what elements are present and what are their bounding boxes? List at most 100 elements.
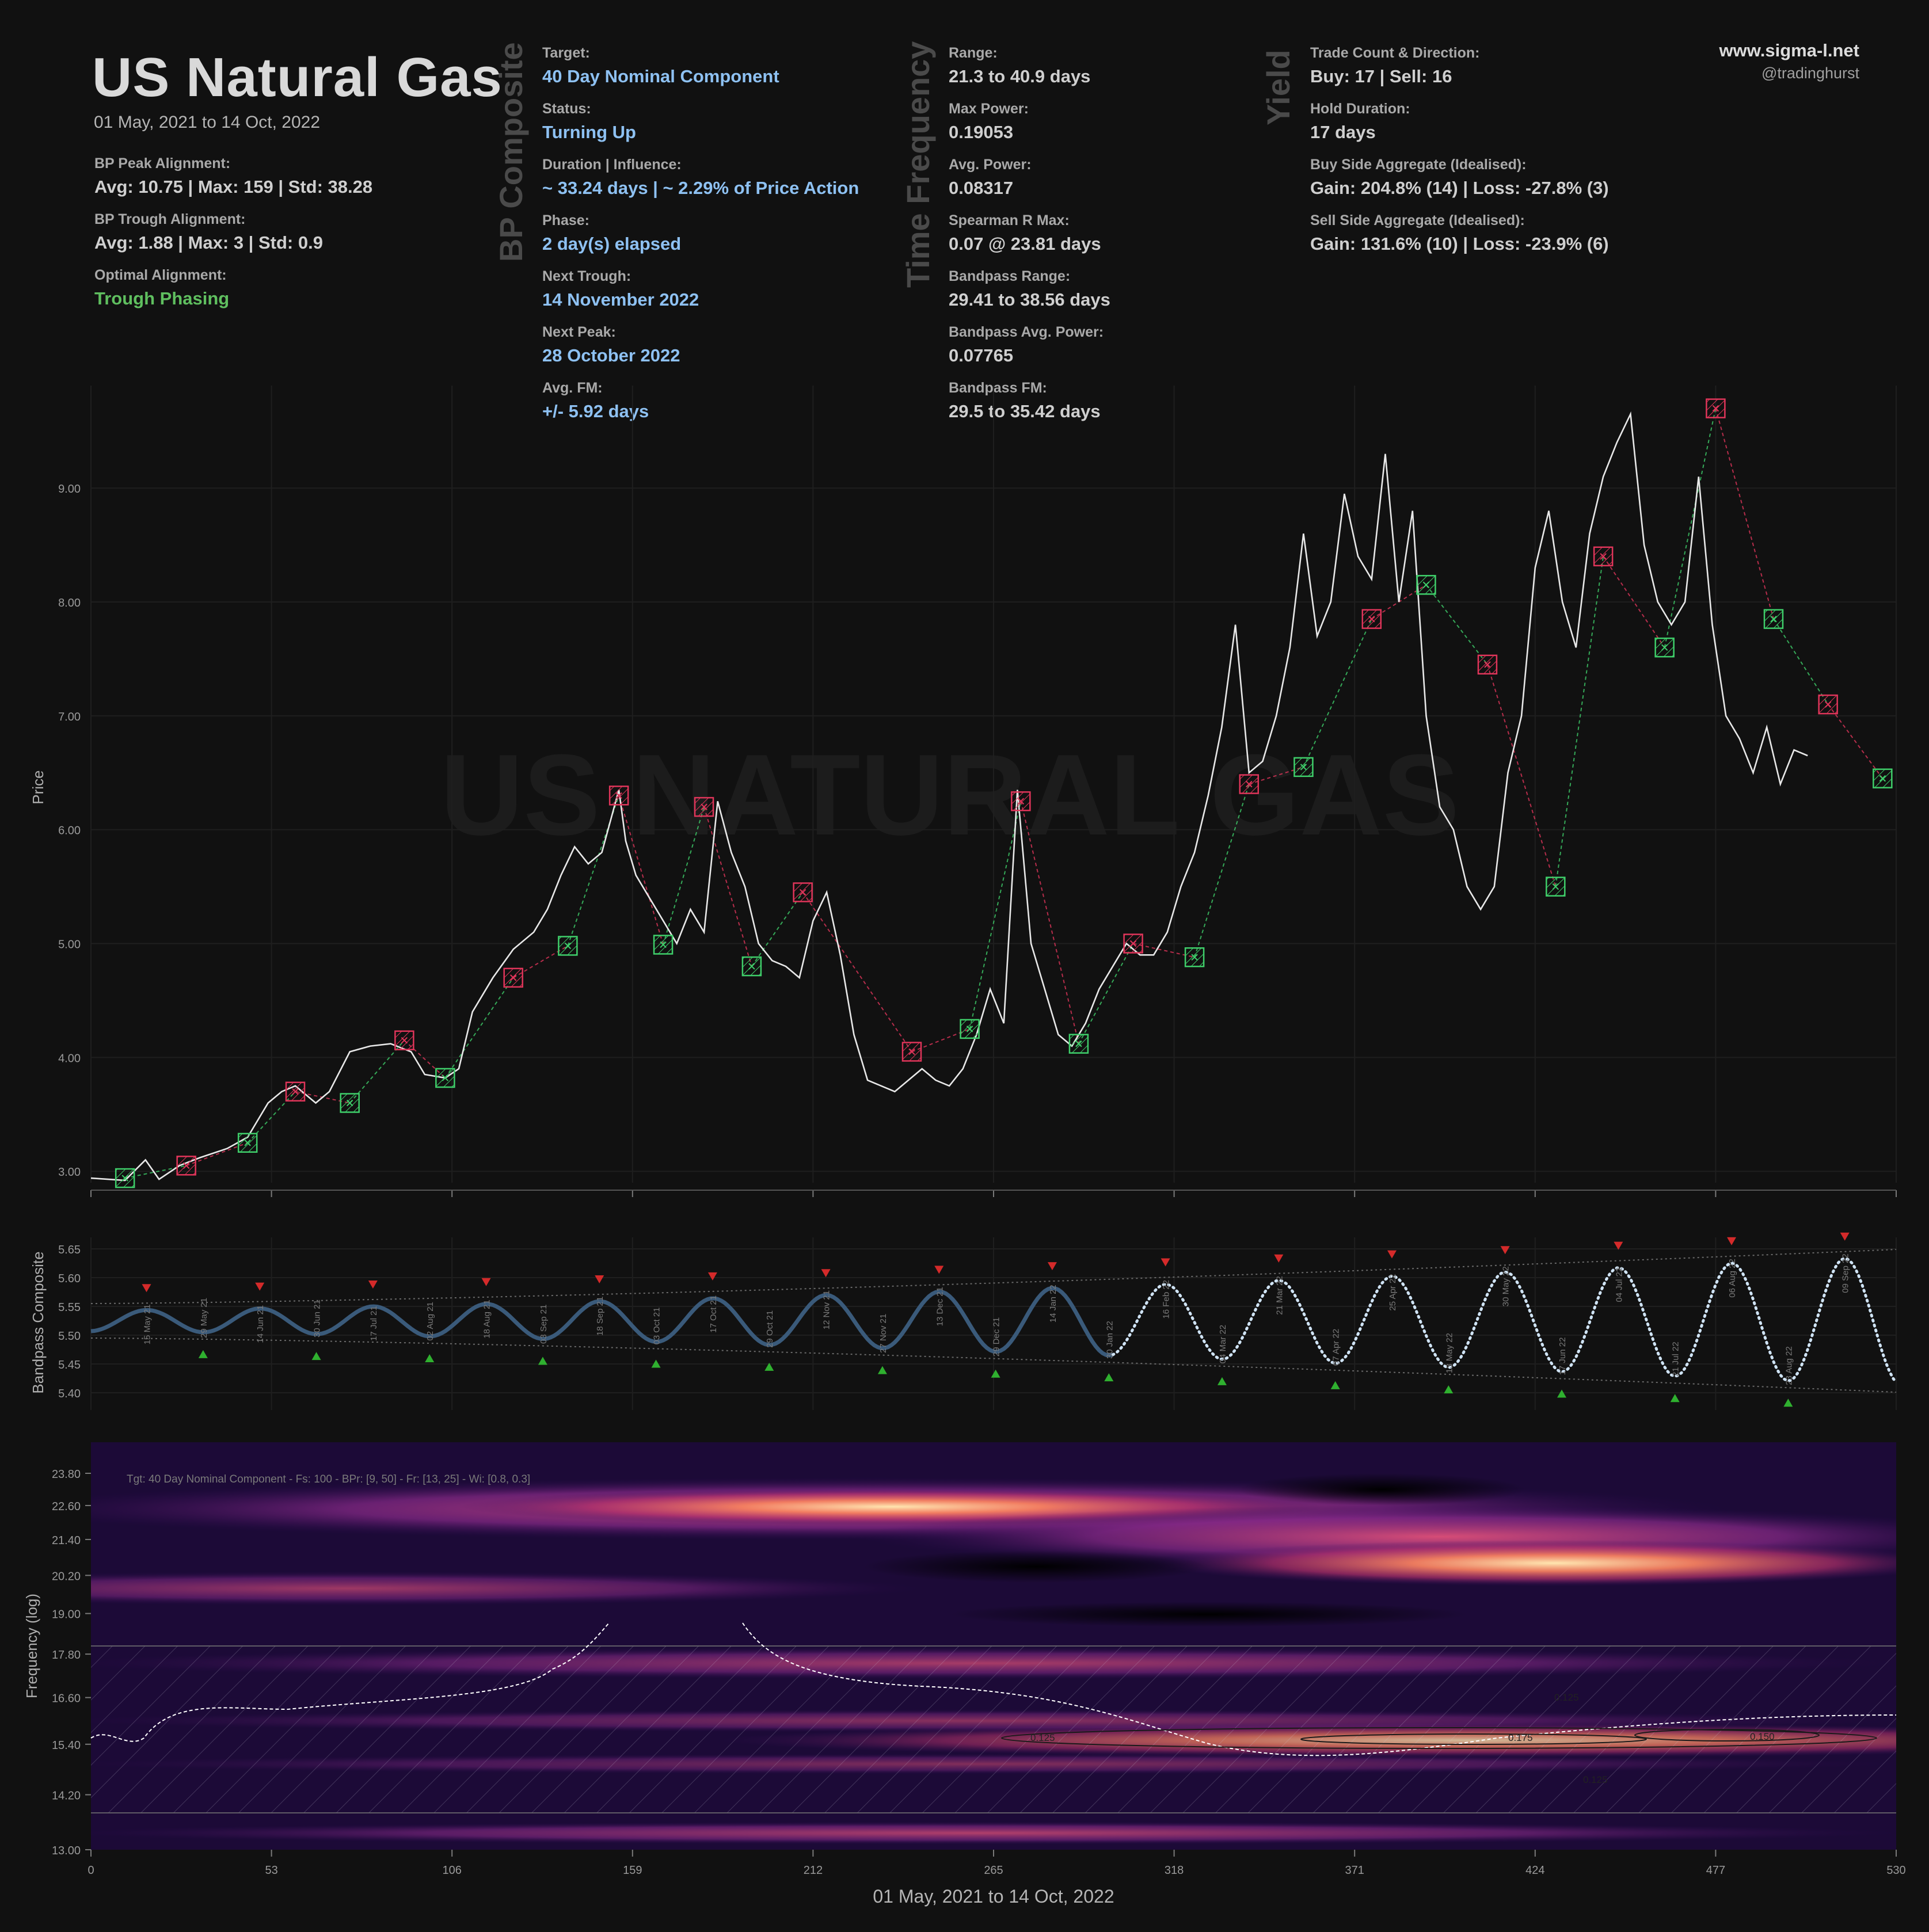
site-url[interactable]: www.sigma-l.net — [1719, 40, 1859, 60]
phase-label: 29 Oct 21 — [765, 1310, 775, 1348]
bandpass-envelope-top — [91, 1249, 1897, 1304]
sell-cross — [1484, 661, 1491, 668]
bp-stat: Target: 40 Day Nominal Component — [542, 45, 859, 87]
buy-cross — [1191, 954, 1198, 961]
sell-mark — [1818, 694, 1838, 715]
buy-cross — [244, 1140, 251, 1146]
heatmap-x-tick-label: 265 — [984, 1864, 1003, 1877]
bp-stat: Next Trough: 14 November 2022 — [542, 268, 859, 310]
trade-connector — [1715, 408, 1774, 619]
stat-value: Gain: 131.6% (10) | Loss: -23.9% (6) — [1310, 234, 1609, 254]
alignment-peak: BP Peak Alignment: Avg: 10.75 | Max: 159… — [94, 155, 372, 197]
phase-label: 09 Sep 22 — [1841, 1253, 1851, 1293]
trade-connector — [444, 977, 514, 1079]
trade-connector — [618, 795, 664, 945]
phase-label: 17 Jul 21 — [369, 1306, 379, 1341]
alignment-trough: BP Trough Alignment: Avg: 1.88 | Max: 3 … — [94, 211, 372, 253]
bp-stat: Phase: 2 day(s) elapsed — [542, 212, 859, 254]
trade-connector — [1827, 704, 1884, 779]
stat-label: Duration | Influence: — [542, 157, 682, 173]
buy-cross — [564, 942, 572, 950]
stat-label: Bandpass Avg. Power: — [949, 324, 1104, 340]
price-tick-label: 8.00 — [58, 597, 81, 609]
bp-stat: Avg. FM: +/- 5.92 days — [542, 380, 859, 422]
stat-value: ~ 33.24 days | ~ 2.29% of Price Action — [542, 178, 859, 198]
contour-label: 0.125 — [1583, 1774, 1608, 1785]
sell-cross — [1712, 405, 1719, 412]
heatmap-x-ticks: 0 53 106 159 212 265 318 371 424 477 530 — [87, 1850, 1906, 1877]
phase-label: 14 Jan 22 — [1048, 1285, 1058, 1323]
bp-composite-panel: Target: 40 Day Nominal Component Status: T… — [542, 45, 859, 436]
price-tick-label: 3.00 — [58, 1166, 81, 1179]
bandpass-tick-label: 5.45 — [58, 1359, 81, 1371]
sell-mark — [1361, 609, 1382, 629]
buy-cross — [748, 963, 755, 970]
alignment-panel: BP Peak Alignment: Avg: 10.75 | Max: 159… — [94, 155, 372, 323]
bandpass-envelope-bottom — [91, 1337, 1897, 1393]
time-frequency-panel: Range: 21.3 to 40.9 days Max Power: 0.1905… — [949, 45, 1110, 436]
heatmap-tick-label: 22.60 — [52, 1500, 81, 1513]
stat-label: Avg. Power: — [949, 157, 1032, 173]
trade-connector — [1773, 619, 1829, 705]
sell-cross — [701, 803, 707, 810]
price-tick-label: 4.00 — [58, 1052, 81, 1065]
stat-value: 21.3 to 40.9 days — [949, 66, 1091, 86]
phase-label: 03 Oct 21 — [652, 1307, 662, 1344]
buy-mark — [653, 935, 674, 955]
stat-value: 28 October 2022 — [542, 345, 680, 365]
trade-connector — [567, 795, 620, 946]
phase-label: 29 May 21 — [199, 1298, 209, 1338]
stat-value: +/- 5.92 days — [542, 401, 649, 421]
trough-marker — [198, 1350, 208, 1358]
heatmap-y-ticks: 13.00 14.20 15.40 16.60 17.80 19.00 20.20 21.40… — [52, 1468, 91, 1857]
heatmap-x-tick-label: 53 — [265, 1864, 277, 1877]
phase-label: 18 Sep 21 — [595, 1297, 605, 1336]
watermark: US NATURAL GAS — [440, 731, 1459, 859]
peak-marker — [142, 1284, 151, 1293]
sell-mark — [793, 882, 813, 902]
trough-marker — [311, 1352, 321, 1361]
phase-label: 03 Sep 21 — [539, 1305, 549, 1344]
stat-value: Avg: 10.75 | Max: 159 | Std: 38.28 — [94, 177, 373, 197]
power-contour-0175 — [1300, 1733, 1647, 1745]
heatmap-x-tick-label: 106 — [443, 1864, 462, 1877]
sell-cross — [1129, 940, 1137, 947]
stat-label: Status: — [542, 101, 591, 117]
heatmap-tick-label: 14.20 — [52, 1790, 81, 1803]
heatmap-tick-label: 20.20 — [52, 1570, 81, 1583]
trough-marker — [877, 1366, 887, 1374]
date-range: 01 May, 2021 to 14 Oct, 2022 — [94, 113, 321, 132]
peak-marker — [1047, 1262, 1057, 1271]
heatmap-band — [91, 1571, 921, 1606]
stat-value: 40 Day Nominal Component — [542, 66, 779, 86]
sell-cross — [615, 792, 622, 799]
heatmap-panel: 0.125 0.175 0.150 0.125 0.125 Tgt: 40 Da… — [23, 1442, 1906, 1907]
trade-connector — [1133, 943, 1195, 958]
stat-value: 29.41 to 38.56 days — [949, 289, 1110, 310]
stat-label: Avg. FM: — [542, 380, 603, 396]
phase-label: 23 Aug 22 — [1784, 1346, 1794, 1385]
stat-label: Sell Side Aggregate (Idealised): — [1310, 212, 1525, 228]
trough-marker — [538, 1356, 547, 1365]
phase-label: 13 Dec 21 — [935, 1287, 945, 1326]
price-panel: 3.00 4.00 5.00 6.00 7.00 8.00 9.00 Price — [29, 386, 1897, 1197]
trough-marker — [1104, 1373, 1114, 1382]
peak-marker — [1161, 1258, 1170, 1267]
buy-cross — [966, 1026, 973, 1032]
trade-marks — [115, 398, 1893, 1188]
tf-stat: Spearman R Max: 0.07 @ 23.81 days — [949, 212, 1110, 254]
stat-value: 0.07765 — [949, 345, 1014, 365]
heatmap-tick-label: 19.00 — [52, 1609, 81, 1621]
heatmap-bandpass-region — [91, 1646, 1896, 1813]
phase-label: 30 Jan 22 — [1105, 1321, 1114, 1359]
heatmap-x-tick-label: 530 — [1886, 1864, 1905, 1877]
heatmap-trough — [1238, 1473, 1525, 1506]
trade-connector — [663, 806, 705, 945]
bp-stat: Duration | Influence: ~ 33.24 days | ~ 2.… — [542, 157, 859, 199]
trade-connector — [802, 891, 912, 1053]
heatmap-x-tick-label: 0 — [87, 1864, 94, 1877]
heatmap-x-tick-label: 212 — [804, 1864, 823, 1877]
peak-marker — [707, 1272, 717, 1281]
peak-marker — [595, 1275, 604, 1284]
stat-label: Max Power: — [949, 101, 1029, 117]
